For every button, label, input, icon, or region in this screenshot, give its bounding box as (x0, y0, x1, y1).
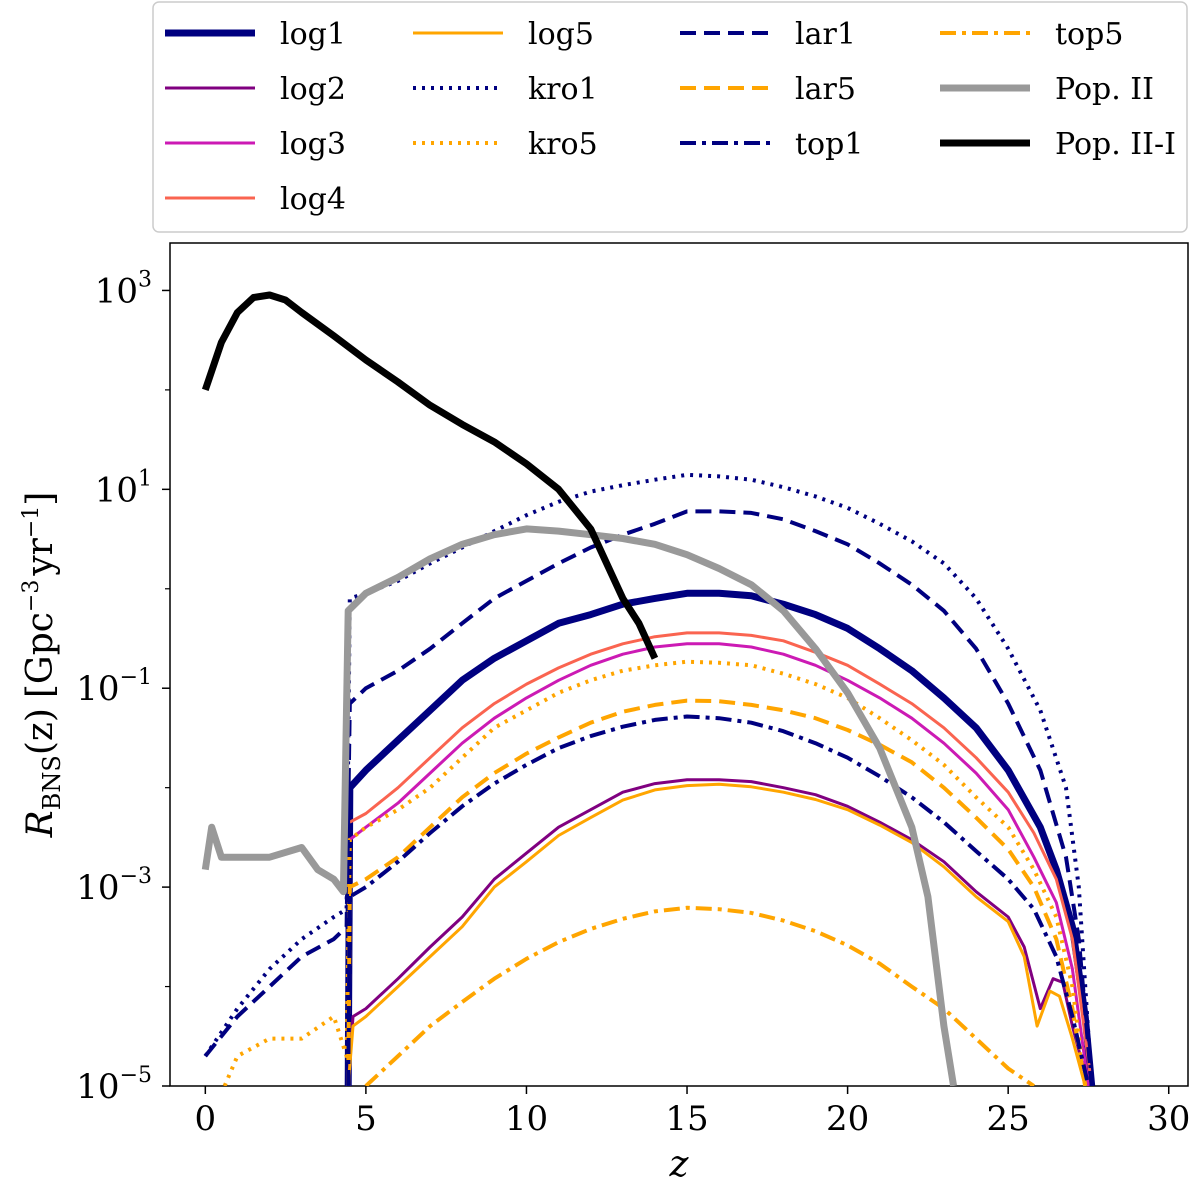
y-axis-label-units-mid: yr (20, 537, 61, 576)
legend-frame (152, 1, 1188, 233)
series-line-lar5 (346, 698, 1088, 1086)
y-axis-label-units-exp2: −1 (19, 506, 44, 538)
plot-area: 0 5 10 15 20 25 30 10−5 10−3 10−1 101 103 (76, 242, 1190, 1139)
legend-label-log4: log4 (280, 182, 346, 217)
x-tick-label: 0 (195, 1099, 217, 1139)
y-tick-label: 103 (95, 267, 152, 311)
legend-label-log5: log5 (528, 17, 594, 52)
x-tick-label: 25 (987, 1099, 1030, 1139)
legend-label-pop-ii: Pop. II (1055, 72, 1154, 107)
legend-label-kro1: kro1 (528, 72, 598, 107)
legend-label-lar5: lar5 (795, 72, 856, 107)
x-tick-label: 15 (665, 1099, 708, 1139)
legend-label-log2: log2 (280, 72, 346, 107)
x-tick-label: 30 (1147, 1099, 1190, 1139)
x-axis-label: z (669, 1144, 690, 1185)
y-axis-label-units-exp1: −3 (19, 580, 44, 612)
series-line-log2 (346, 778, 1090, 1086)
x-tick-label: 10 (505, 1099, 548, 1139)
series-layer (201, 291, 1096, 1086)
x-axis: 0 5 10 15 20 25 30 (195, 1086, 1190, 1139)
series-line-top5 (364, 905, 1036, 1086)
y-tick-label: 101 (95, 466, 152, 510)
x-tick-label: 20 (826, 1099, 869, 1139)
legend-label-log1: log1 (280, 17, 346, 52)
y-axis-label-argument: (z) (20, 708, 61, 755)
legend-label-log3: log3 (280, 127, 346, 162)
y-axis-label-subscript: BNS (38, 755, 66, 810)
legend-label-pop-ii-i: Pop. II-I (1055, 127, 1176, 162)
y-tick-label: 10−1 (76, 665, 152, 709)
series-line-pop-ii (201, 525, 958, 1086)
y-tick-label: 10−5 (76, 1063, 152, 1107)
y-tick-label: 10−3 (76, 864, 152, 908)
legend-label-top1: top1 (795, 127, 863, 162)
series-line-log5 (346, 782, 1087, 1086)
series-line-pop-ii-i (201, 291, 659, 660)
y-axis-label-units-prefix: [Gpc (20, 612, 61, 698)
y-axis-label-symbol: R (20, 810, 61, 838)
legend-label-top5: top5 (1055, 17, 1123, 52)
legend-label-lar1: lar1 (795, 17, 856, 52)
y-axis-label: RBNS(z) [Gpc−3 yr−1] (19, 492, 66, 839)
plot-frame (169, 242, 1189, 1087)
y-axis: 10−5 10−3 10−1 101 103 (76, 267, 170, 1107)
y-axis-label-units-suffix: ] (20, 492, 61, 506)
legend: log1 log2 log3 log4 log5 kro1 kro5 lar1 lar5 top1… (152, 1, 1188, 233)
series-line-log3 (348, 642, 1090, 1086)
series-line-log1 (344, 589, 1096, 1086)
series-line-kro1 (203, 472, 1094, 1086)
series-line-log4 (349, 631, 1094, 1086)
legend-label-kro5: kro5 (528, 127, 598, 162)
x-tick-label: 5 (355, 1099, 377, 1139)
series-line-lar1 (203, 509, 1094, 1086)
series-line-top1 (346, 714, 1091, 1086)
